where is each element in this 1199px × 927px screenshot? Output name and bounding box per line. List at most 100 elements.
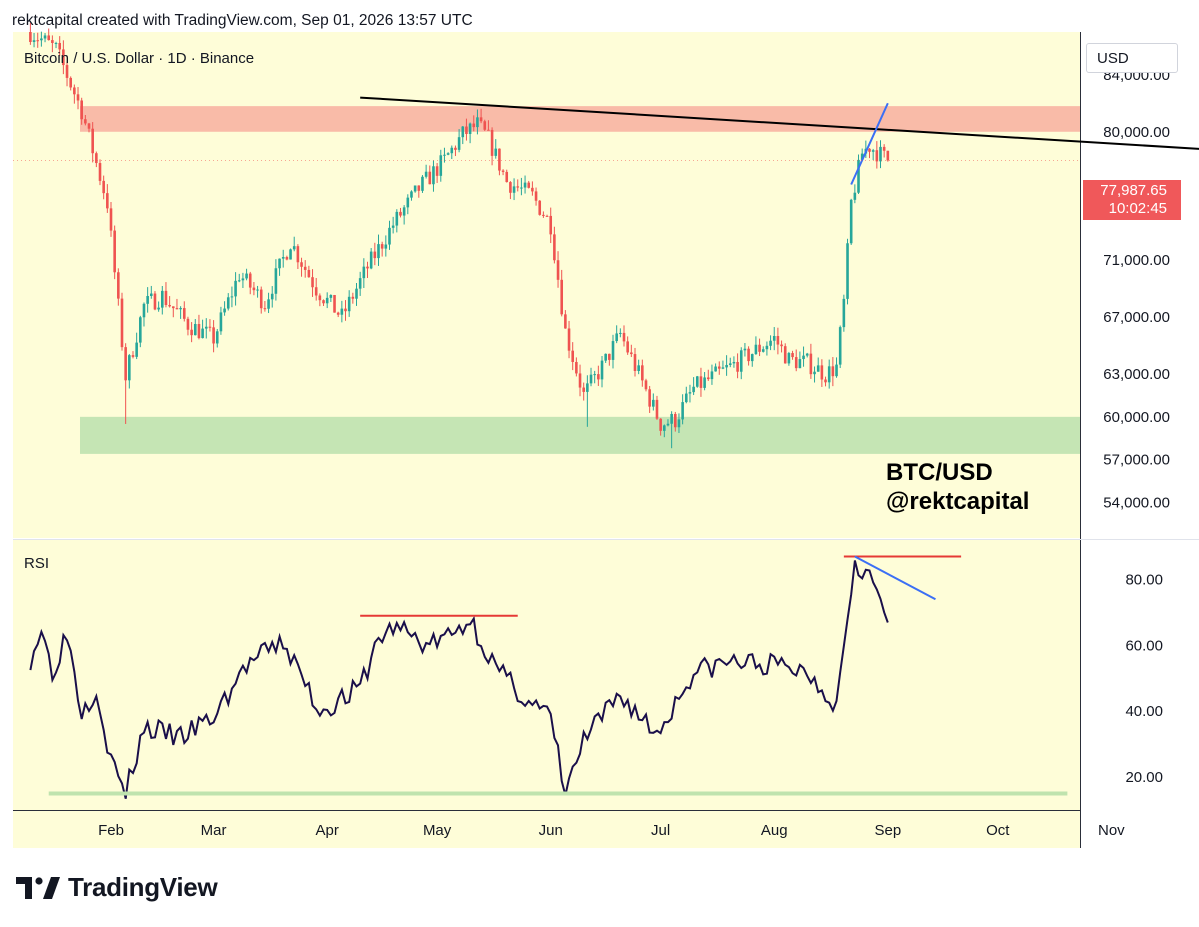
- candle-body: [457, 137, 461, 150]
- candle-body: [120, 298, 124, 348]
- candle-body: [439, 155, 443, 176]
- support-zone: [80, 416, 1080, 454]
- candle-body: [204, 326, 208, 329]
- price-tick-label: 67,000.00: [1103, 309, 1170, 326]
- candle-body: [285, 257, 289, 260]
- candle-body: [468, 123, 472, 134]
- candle-body: [769, 340, 772, 346]
- candle-body: [91, 128, 94, 154]
- candle-body: [560, 279, 564, 315]
- candle-body: [201, 328, 204, 339]
- candle-body: [575, 361, 578, 374]
- time-tick-label: Aug: [761, 822, 788, 839]
- candle-body: [241, 278, 245, 281]
- candle-body: [875, 150, 879, 162]
- candle-body: [564, 314, 567, 329]
- candle-body: [325, 297, 329, 304]
- candle-body: [314, 287, 318, 296]
- rsi-tick-label: 20.00: [1125, 769, 1163, 786]
- candle-body: [655, 399, 659, 419]
- candle-body: [179, 308, 182, 310]
- candle-body: [454, 147, 457, 150]
- candle-body: [758, 344, 761, 352]
- rsi-line: [29, 560, 889, 799]
- candle-body: [677, 419, 681, 428]
- candle-body: [512, 186, 516, 193]
- candle-body: [717, 366, 721, 369]
- candle-body: [135, 342, 138, 357]
- candle-body: [413, 185, 417, 192]
- time-tick-label: Nov: [1098, 822, 1125, 839]
- candle-body: [117, 272, 120, 299]
- candle-body: [626, 341, 629, 353]
- candle-body: [498, 148, 501, 171]
- rsi-tick-label: 40.00: [1125, 703, 1163, 720]
- candle-body: [73, 87, 76, 95]
- candle-body: [754, 344, 758, 355]
- candle-body: [95, 153, 98, 164]
- candle-body: [857, 159, 860, 193]
- candle-body: [871, 150, 875, 152]
- time-tick-label: May: [423, 822, 452, 839]
- candle-body: [215, 331, 219, 344]
- candle-body: [721, 367, 725, 369]
- candle-body: [168, 304, 171, 307]
- candle-body: [102, 180, 105, 194]
- candle-body: [483, 121, 487, 130]
- candle-body: [659, 418, 662, 431]
- candle-body: [161, 290, 164, 308]
- candle-body: [76, 94, 80, 101]
- candle-body: [670, 413, 673, 424]
- candle-body: [424, 171, 428, 177]
- candle-body: [780, 344, 783, 347]
- watermark-line1: BTC/USD: [886, 459, 993, 486]
- candle-body: [417, 185, 421, 191]
- candle-body: [809, 353, 813, 375]
- candle-body: [292, 246, 296, 250]
- candle-body: [270, 293, 274, 300]
- candle-body: [226, 297, 230, 309]
- candle-body: [252, 287, 256, 291]
- candle-body: [281, 257, 285, 259]
- candle-body: [58, 42, 61, 50]
- time-tick-label: Jul: [651, 822, 670, 839]
- candle-body: [695, 376, 699, 387]
- candle-body: [501, 170, 505, 172]
- candle-body: [633, 354, 637, 371]
- candle-body: [391, 225, 395, 228]
- candle-body: [747, 348, 750, 362]
- watermark-line2: @rektcapital: [886, 488, 1030, 515]
- rsi-pane: [13, 540, 1080, 810]
- candle-body: [366, 266, 369, 269]
- candles: [29, 22, 890, 449]
- candle-body: [384, 244, 388, 249]
- candle-body: [692, 386, 695, 393]
- candle-body: [472, 123, 476, 128]
- candle-body: [377, 244, 380, 259]
- candle-body: [761, 349, 765, 352]
- time-tick-label: Jun: [539, 822, 563, 839]
- candle-body: [450, 147, 454, 154]
- currency-button[interactable]: USD: [1086, 43, 1178, 73]
- candle-body: [40, 38, 43, 41]
- candle-body: [608, 353, 611, 360]
- candle-body: [597, 374, 600, 380]
- candle-body: [534, 191, 538, 201]
- candle-body: [820, 365, 824, 380]
- candle-body: [300, 262, 303, 267]
- candle-body: [435, 166, 439, 176]
- tradingview-logo-icon: [16, 876, 60, 899]
- candle-body: [644, 380, 648, 390]
- candle-body: [153, 293, 157, 310]
- candle-body: [432, 166, 435, 185]
- candle-body: [827, 366, 831, 383]
- candle-body: [674, 413, 677, 428]
- candle-body: [446, 153, 450, 155]
- candle-body: [347, 296, 351, 312]
- candle-body: [395, 211, 399, 226]
- candle-body: [842, 298, 846, 328]
- candle-body: [630, 352, 633, 355]
- candle-body: [193, 323, 197, 336]
- candle-body: [245, 273, 248, 279]
